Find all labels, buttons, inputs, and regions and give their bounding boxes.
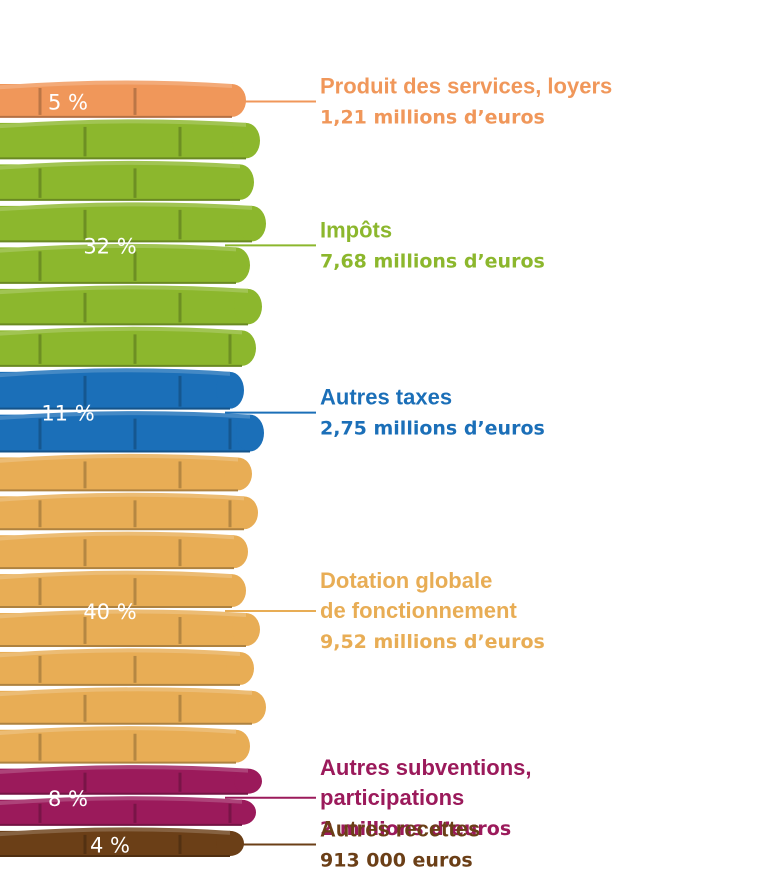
coin <box>0 609 260 647</box>
segment-name: Autres recettes <box>320 816 480 841</box>
percent-label: 32 % <box>83 234 136 258</box>
percent-label: 40 % <box>83 600 136 624</box>
coin <box>0 492 258 531</box>
coin <box>0 827 244 857</box>
coin <box>0 80 246 118</box>
coin <box>0 687 266 725</box>
percent-label: 4 % <box>90 833 130 857</box>
coin <box>0 796 256 826</box>
segment-amount: 913 000 euros <box>320 849 473 871</box>
coin <box>0 648 254 686</box>
segment-amount: 9,52 millions d’euros <box>320 631 545 653</box>
segment-name: Produit des services, loyers <box>320 73 612 98</box>
coin <box>0 570 246 609</box>
segment-amount: 2 millions d’euros <box>320 818 511 840</box>
coin <box>0 160 254 201</box>
segment-amount: 7,68 millions d’euros <box>320 250 545 272</box>
coin <box>0 765 262 795</box>
coin <box>0 243 250 284</box>
coin <box>0 531 248 570</box>
coin <box>0 202 266 243</box>
segment-name: participations <box>320 785 464 810</box>
percent-label: 11 % <box>41 402 94 426</box>
coin <box>0 453 252 492</box>
segment-name: de fonctionnement <box>320 598 517 623</box>
coin <box>0 119 260 160</box>
coin <box>0 326 256 367</box>
segment-name: Dotation globale <box>320 568 492 593</box>
segment-name: Autres taxes <box>320 385 452 410</box>
segment-amount: 1,21 millions d’euros <box>320 106 545 128</box>
percent-label: 5 % <box>48 90 88 114</box>
coin <box>0 368 244 410</box>
segment-name: Impôts <box>320 217 392 242</box>
segment-amount: 2,75 millions d’euros <box>320 418 545 440</box>
segment-name: Autres subventions, <box>320 755 531 780</box>
coin <box>0 411 264 453</box>
percent-label: 8 % <box>48 787 88 811</box>
coin <box>0 285 262 326</box>
coin <box>0 726 250 764</box>
